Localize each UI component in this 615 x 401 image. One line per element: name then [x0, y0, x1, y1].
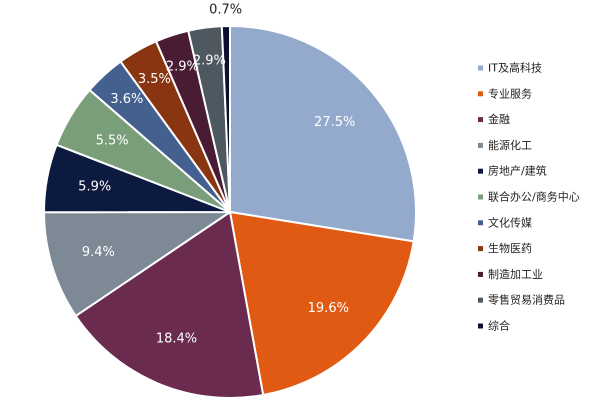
- slice-label-4: 9.4%: [82, 245, 115, 260]
- legend-swatch-5: [478, 168, 483, 174]
- legend-label-9: 制造加工业: [488, 267, 543, 281]
- legend-swatch-6: [478, 194, 483, 200]
- legend-swatch-9: [478, 271, 483, 277]
- legend-label-7: 文化传媒: [488, 215, 532, 229]
- slice-3: [74, 210, 265, 399]
- slice-label-9: 2.9%: [166, 60, 199, 75]
- legend-label-2: 专业服务: [488, 86, 532, 100]
- slice-2: [228, 210, 415, 397]
- legend-label-11: 综合: [488, 319, 510, 333]
- slice-1: [229, 24, 417, 243]
- legend-label-1: IT及高科技: [488, 61, 542, 75]
- legend-label-5: 房地产/建筑: [488, 164, 547, 178]
- legend-label-4: 能源化工: [488, 138, 532, 152]
- slice-label-6: 5.5%: [96, 133, 129, 148]
- legend-swatch-7: [478, 220, 483, 226]
- legend-swatch-1: [478, 65, 483, 71]
- pie-slices: [42, 24, 417, 399]
- slice-label-11: 0.7%: [209, 3, 242, 18]
- legend-swatch-11: [478, 323, 483, 329]
- legend-swatch-10: [478, 297, 483, 303]
- slice-11: [220, 24, 231, 213]
- slice-4: [42, 210, 234, 318]
- legend-label-10: 零售贸易消费品: [488, 293, 565, 307]
- slice-label-7: 3.6%: [110, 92, 143, 107]
- slice-label-10: 2.9%: [193, 53, 226, 68]
- legend-label-3: 金融: [488, 112, 510, 126]
- slice-label-5: 5.9%: [78, 179, 111, 194]
- slice-label-3: 18.4%: [156, 331, 197, 346]
- legend-label-8: 生物医药: [488, 241, 532, 255]
- slice-labels: 27.5%19.6%18.4%9.4%5.9%5.5%3.6%3.5%2.9%2…: [78, 3, 355, 347]
- slice-label-1: 27.5%: [314, 115, 355, 130]
- legend-label-6: 联合办公/商务中心: [488, 190, 580, 204]
- slice-label-2: 19.6%: [308, 301, 349, 316]
- legend-swatch-2: [478, 91, 483, 97]
- legend: IT及高科技专业服务金融能源化工房地产/建筑联合办公/商务中心文化传媒生物医药制…: [478, 61, 580, 333]
- legend-swatch-4: [478, 142, 483, 148]
- legend-swatch-3: [478, 117, 483, 123]
- legend-swatch-8: [478, 246, 483, 252]
- slice-label-8: 3.5%: [138, 72, 171, 87]
